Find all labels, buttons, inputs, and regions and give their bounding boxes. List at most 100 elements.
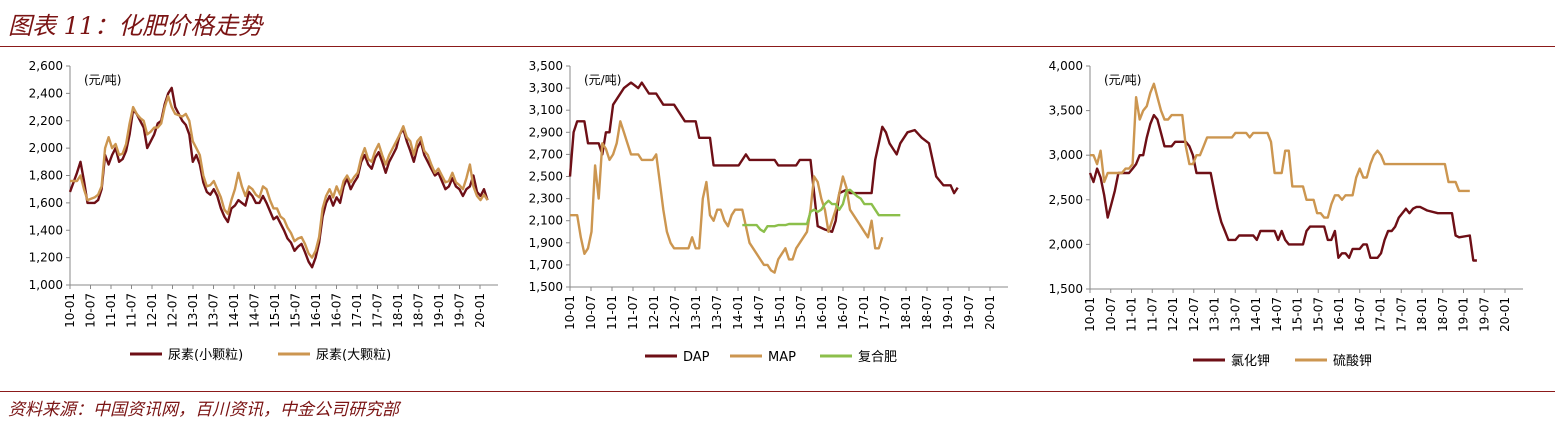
x-tick-label: 15-07 — [794, 295, 808, 330]
y-tick-label: 3,000 — [1049, 148, 1083, 162]
y-tick-label: 2,500 — [1049, 193, 1083, 207]
y-tick-label: 2,600 — [29, 59, 63, 73]
urea-price-chart: 1,000 1,200 1,400 1,600 1,800 2,000 2,200 2,400… — [29, 59, 498, 363]
series-line-2 — [70, 94, 489, 259]
x-tick-label: 12-01 — [647, 295, 661, 330]
x-tick-label: 10-01 — [563, 295, 577, 330]
x-tick-label: 12-01 — [145, 293, 159, 328]
y-tick-label: 4,000 — [1049, 59, 1083, 73]
y-tick-label: 3,100 — [529, 103, 563, 117]
unit-label: (元/吨) — [1104, 73, 1141, 87]
legend-label: 尿素(大颗粒) — [316, 348, 391, 363]
y-tick-label: 1,700 — [529, 258, 563, 272]
y-tick-label: 1,400 — [29, 223, 63, 237]
y-tick-label: 2,200 — [29, 114, 63, 128]
x-tick-label: 11-07 — [626, 295, 640, 330]
x-tick-label: 10-01 — [63, 293, 77, 328]
y-tick-label: 1,500 — [529, 280, 563, 294]
x-tick-label: 17-07 — [878, 295, 892, 330]
x-tick-label: 20-01 — [473, 293, 487, 328]
y-tick-label: 2,000 — [1049, 237, 1083, 251]
x-tick-label: 15-01 — [1291, 297, 1305, 332]
x-tick-label: 16-01 — [309, 293, 323, 328]
x-tick-label: 12-07 — [1187, 297, 1201, 332]
x-tick-label: 14-07 — [248, 293, 262, 328]
y-tick-label: 2,700 — [529, 147, 563, 161]
x-tick-label: 19-01 — [1457, 297, 1471, 332]
series-line-2 — [570, 120, 884, 274]
x-tick-label: 16-07 — [836, 295, 850, 330]
legend-label: 硫酸钾 — [1333, 354, 1372, 369]
legend-label: 尿素(小颗粒) — [168, 348, 243, 363]
x-tick-label: 16-01 — [1332, 297, 1346, 332]
y-tick-label: 2,900 — [529, 125, 563, 139]
y-tick-label: 3,500 — [529, 59, 563, 73]
x-tick-label: 17-01 — [857, 295, 871, 330]
x-tick-label: 13-07 — [1228, 297, 1242, 332]
y-tick-label: 1,000 — [29, 278, 63, 292]
x-tick-label: 19-01 — [432, 293, 446, 328]
x-tick-label: 11-01 — [1125, 297, 1139, 332]
x-tick-label: 10-07 — [1104, 297, 1118, 332]
x-tick-label: 19-01 — [941, 295, 955, 330]
y-tick-label: 1,800 — [29, 169, 63, 183]
y-tick-label: 1,900 — [529, 236, 563, 250]
figure-title: 图表 11：化肥价格走势 — [8, 12, 263, 40]
x-tick-label: 18-07 — [412, 293, 426, 328]
x-tick-label: 16-07 — [330, 293, 344, 328]
series-line-1 — [68, 86, 489, 269]
x-tick-label: 18-07 — [920, 295, 934, 330]
y-tick-label: 1,200 — [29, 251, 63, 265]
x-tick-label: 19-07 — [1477, 297, 1491, 332]
legend-label: 复合肥 — [858, 350, 897, 365]
y-tick-label: 1,600 — [29, 196, 63, 210]
source-note: 资料来源：中国资讯网，百川资讯，中金公司研究部 — [8, 400, 399, 420]
x-tick-label: 11-07 — [1145, 297, 1159, 332]
x-tick-label: 13-07 — [710, 295, 724, 330]
y-tick-label: 2,100 — [529, 214, 563, 228]
x-tick-label: 17-01 — [350, 293, 364, 328]
x-tick-label: 16-01 — [815, 295, 829, 330]
x-tick-label: 15-01 — [268, 293, 282, 328]
x-tick-label: 20-01 — [983, 295, 997, 330]
x-tick-label: 14-07 — [752, 295, 766, 330]
title-rule — [0, 46, 1555, 47]
x-tick-label: 12-07 — [166, 293, 180, 328]
x-tick-label: 10-01 — [1083, 297, 1097, 332]
y-tick-label: 2,300 — [529, 192, 563, 206]
x-tick-label: 12-01 — [1166, 297, 1180, 332]
x-tick-label: 18-01 — [899, 295, 913, 330]
y-tick-label: 3,300 — [529, 81, 563, 95]
series-line-1 — [568, 81, 959, 233]
x-tick-label: 18-07 — [1436, 297, 1450, 332]
x-tick-label: 18-01 — [391, 293, 405, 328]
x-tick-label: 13-01 — [186, 293, 200, 328]
x-tick-label: 14-07 — [1270, 297, 1284, 332]
y-tick-label: 3,500 — [1049, 104, 1083, 118]
y-tick-label: 1,500 — [1049, 282, 1083, 296]
x-tick-label: 15-07 — [1311, 297, 1325, 332]
x-tick-label: 13-01 — [689, 295, 703, 330]
x-tick-label: 10-07 — [84, 293, 98, 328]
x-tick-label: 15-01 — [773, 295, 787, 330]
phosphate-price-chart: 1,500 1,700 1,900 2,100 2,300 2,500 2,700 2,900… — [529, 59, 1008, 365]
footer-rule — [0, 391, 1555, 392]
x-tick-label: 15-07 — [289, 293, 303, 328]
x-tick-label: 17-01 — [1374, 297, 1388, 332]
y-tick-label: 2,500 — [529, 170, 563, 184]
x-tick-label: 11-07 — [125, 293, 139, 328]
x-tick-label: 16-07 — [1353, 297, 1367, 332]
x-tick-label: 11-01 — [605, 295, 619, 330]
y-tick-label: 2,400 — [29, 86, 63, 100]
legend-label: MAP — [768, 350, 796, 365]
series-line-1 — [1088, 113, 1477, 262]
potash-price-chart: 1,500 2,000 2,500 3,000 3,500 4,000 10-01 10-07… — [1049, 59, 1523, 369]
legend-label: 氯化钾 — [1231, 354, 1270, 369]
x-tick-label: 20-01 — [1498, 297, 1512, 332]
x-tick-label: 14-01 — [227, 293, 241, 328]
x-tick-label: 14-01 — [731, 295, 745, 330]
x-tick-label: 18-01 — [1415, 297, 1429, 332]
y-tick-label: 2,000 — [29, 141, 63, 155]
x-tick-label: 13-01 — [1208, 297, 1222, 332]
x-tick-label: 17-07 — [1394, 297, 1408, 332]
